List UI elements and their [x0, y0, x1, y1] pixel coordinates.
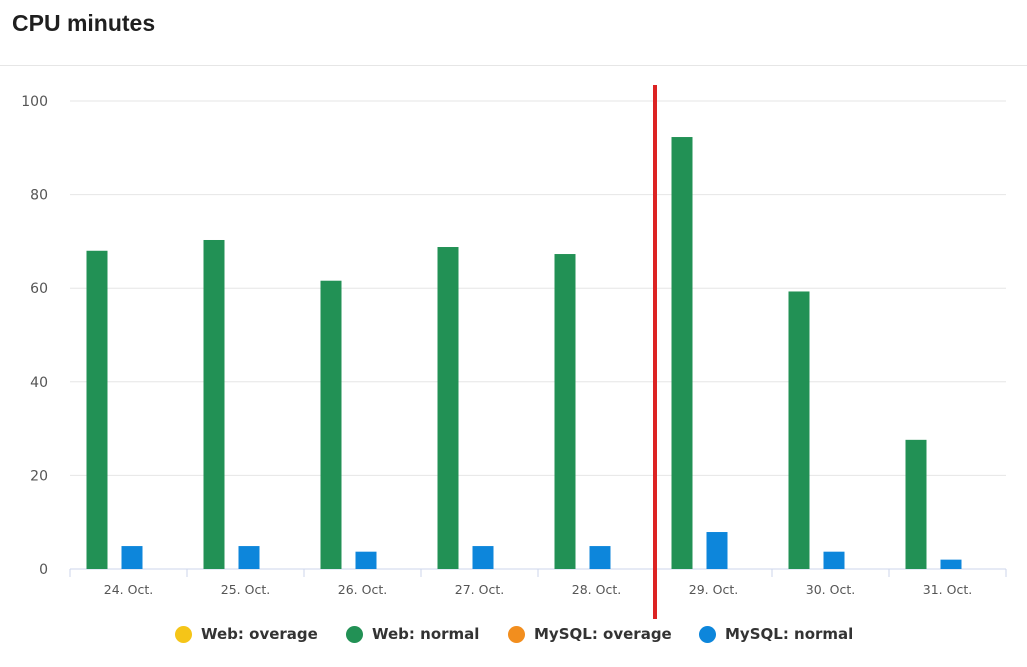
bar-mysql-normal	[589, 546, 611, 569]
legend-label: Web: normal	[372, 625, 480, 643]
x-tick-label: 30. Oct.	[806, 582, 855, 597]
y-tick-label: 100	[21, 94, 48, 110]
x-tick-label: 24. Oct.	[104, 582, 153, 597]
cpu-minutes-chart: 0 20 40 60 80 100 24. Oct. 25. Oct. 26. Oct. 27. …	[21, 85, 1007, 619]
bar-web-normal	[320, 280, 342, 569]
x-tick-label: 27. Oct.	[455, 582, 504, 597]
legend-label: MySQL: normal	[725, 625, 854, 643]
legend-dot-icon	[508, 625, 525, 643]
bar-mysql-normal	[823, 551, 845, 569]
x-tick-label: 25. Oct.	[221, 582, 270, 597]
legend-label: Web: overage	[201, 625, 318, 643]
legend-item[interactable]: Web: overage	[175, 625, 318, 643]
legend-dot-icon	[175, 625, 192, 643]
bar-web-normal	[203, 239, 225, 569]
legend-item[interactable]: MySQL: overage	[508, 625, 672, 643]
legend-item[interactable]: Web: normal	[346, 625, 479, 643]
chart-header: CPU minutes	[0, 0, 1027, 66]
legend-item[interactable]: MySQL: normal	[699, 625, 853, 643]
bar-web-normal	[437, 247, 459, 570]
bar-mysql-normal	[472, 546, 494, 569]
bar-web-normal	[905, 439, 927, 569]
bar-mysql-normal	[238, 546, 260, 569]
bar-mysql-normal	[706, 532, 728, 569]
legend-dot-icon	[346, 625, 363, 643]
x-tick-label: 31. Oct.	[923, 582, 972, 597]
y-tick-label: 20	[30, 468, 48, 484]
x-tick-label: 26. Oct.	[338, 582, 387, 597]
legend-label: MySQL: overage	[534, 625, 672, 643]
bar-web-normal	[554, 254, 576, 569]
chart-title: CPU minutes	[12, 10, 156, 36]
x-tick-label: 29. Oct.	[689, 582, 738, 597]
x-tick-label: 28. Oct.	[572, 582, 621, 597]
y-tick-label: 60	[30, 281, 48, 297]
legend-dot-icon	[699, 625, 716, 643]
y-tick-label: 0	[39, 562, 48, 578]
bar-mysql-normal	[121, 546, 143, 569]
bar-web-normal	[671, 137, 693, 569]
bar-mysql-normal	[355, 551, 377, 569]
y-tick-label: 80	[30, 188, 48, 204]
bar-web-normal	[86, 250, 108, 569]
bar-mysql-normal	[940, 559, 962, 569]
bar-web-normal	[788, 291, 810, 569]
chart-legend: Web: overage Web: normal MySQL: overage MyS…	[0, 620, 1027, 650]
y-tick-label: 40	[30, 375, 48, 391]
